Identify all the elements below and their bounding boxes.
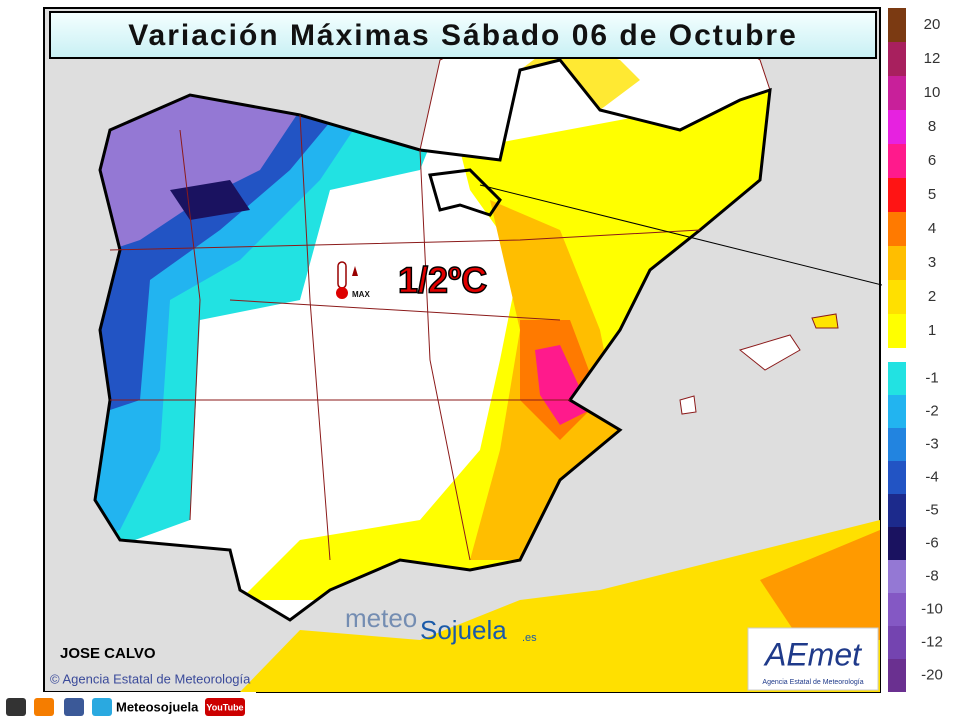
icon-facebook[interactable]	[64, 698, 84, 716]
legend-label: -10	[921, 600, 943, 617]
legend-swatch	[888, 42, 906, 76]
legend-label: -8	[925, 567, 938, 584]
legend-label: 20	[924, 16, 941, 33]
legend-swatch	[888, 494, 906, 527]
legend-swatch	[888, 212, 906, 246]
legend-swatch	[888, 527, 906, 560]
region-borders	[109, 114, 701, 561]
watermark-part2: Sojuela	[420, 615, 507, 645]
legend-label: -2	[925, 402, 938, 419]
legend-swatch	[888, 110, 906, 144]
iberia-coast	[93, 58, 772, 622]
legend-swatch	[888, 8, 906, 42]
youtube-label[interactable]: YouTube	[206, 702, 243, 712]
legend-label: -20	[921, 666, 943, 683]
island	[811, 313, 839, 329]
legend-swatch	[888, 461, 906, 494]
title-box	[49, 11, 877, 59]
legend-swatch	[888, 659, 906, 692]
legend-label: -6	[925, 534, 938, 551]
legend-label: -12	[921, 633, 943, 650]
africa	[240, 520, 880, 692]
legend-label: 10	[924, 84, 941, 101]
logo-name: AEmet	[763, 636, 862, 672]
annotation: 1/2ºC	[398, 260, 487, 301]
logo-box	[747, 627, 879, 691]
pointer-line	[479, 184, 891, 288]
legend-label: 5	[928, 186, 936, 203]
logo-subtitle: Agencia Estatal de Meteorología	[762, 679, 863, 686]
legend-swatch	[888, 178, 906, 212]
icon-youtube[interactable]	[205, 698, 245, 716]
legend-label: 12	[924, 50, 941, 67]
anomaly-cold-8	[95, 80, 300, 250]
legend-label: 3	[928, 254, 936, 271]
legend-swatch	[888, 593, 906, 626]
legend-label: 6	[928, 152, 936, 169]
legend-label: 2	[928, 288, 936, 305]
island	[738, 334, 801, 371]
legend-swatch	[888, 246, 906, 280]
thermometer	[337, 261, 347, 289]
arrow-up	[352, 266, 358, 276]
icon-instagram[interactable]	[6, 698, 26, 716]
title: Variación Máximas Sábado 06 de Octubre	[128, 19, 798, 52]
legend-swatch	[888, 280, 906, 314]
icon-twitter[interactable]	[92, 698, 112, 716]
icon-label: MAX	[352, 290, 370, 299]
thermometer-bulb	[336, 287, 348, 299]
legend-swatch	[888, 560, 906, 593]
legend-label: 1	[928, 322, 936, 339]
legend-swatch	[888, 362, 906, 395]
legend-swatch	[888, 626, 906, 659]
legend-swatch	[888, 76, 906, 110]
legend-label: -4	[925, 468, 938, 485]
legend-label: -5	[925, 501, 938, 518]
legend-swatch	[888, 428, 906, 461]
legend-label: 8	[928, 118, 936, 135]
credit: © Agencia Estatal de Meteorología	[50, 671, 251, 686]
africa-anomaly	[760, 530, 880, 640]
footer-handle: Meteosojuela	[116, 699, 199, 714]
legend-label: -3	[925, 435, 938, 452]
legend-swatch	[888, 314, 906, 348]
icon-blogger[interactable]	[34, 698, 54, 716]
author: JOSE CALVO	[60, 645, 156, 662]
watermark-part1: meteo	[345, 603, 417, 633]
legend-label: 4	[928, 220, 936, 237]
anomaly-cold-6	[170, 180, 250, 220]
rioja-outline	[428, 168, 502, 217]
island	[679, 395, 697, 415]
legend-swatch	[888, 395, 906, 428]
watermark-suffix: .es	[522, 632, 537, 644]
legend-swatch	[888, 144, 906, 178]
legend: 20 12 10 8 6 5 4 3 2 1 -1 -2 -3 -4 -5 -6 -8 -10 -12 -20	[888, 8, 943, 692]
legend-label: -1	[925, 369, 938, 386]
